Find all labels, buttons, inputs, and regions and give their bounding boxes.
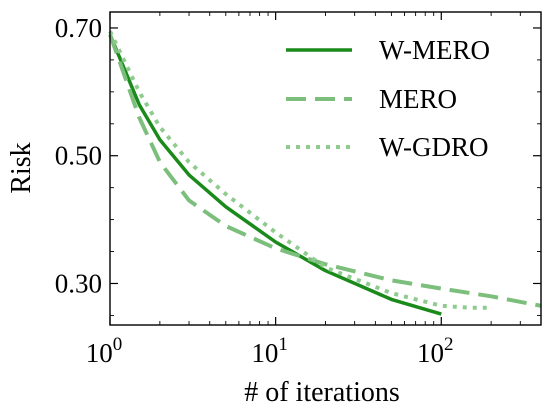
y-tick-label: 0.50 bbox=[55, 141, 102, 171]
plot-frame bbox=[109, 11, 542, 326]
tick-labels: 0.30 0.50 0.70 100 101 102 bbox=[55, 13, 454, 368]
series-layer bbox=[108, 30, 542, 316]
legend-label: W-GDRO bbox=[379, 132, 489, 162]
x-axis-label: # of iterations bbox=[244, 377, 400, 408]
legend-label: MERO bbox=[379, 84, 457, 114]
series-line-mero bbox=[108, 33, 542, 308]
x-tick-label: 102 bbox=[417, 334, 454, 368]
legend-label: W-MERO bbox=[379, 35, 490, 65]
legend: W-MERO MERO W-GDRO bbox=[286, 35, 490, 162]
x-tick-label: 100 bbox=[86, 334, 123, 368]
x-tick-label: 101 bbox=[251, 334, 288, 368]
series-line-w-mero bbox=[108, 33, 442, 316]
y-axis-label: Risk bbox=[6, 142, 37, 193]
y-tick-label: 0.70 bbox=[55, 13, 102, 43]
y-tick-label: 0.30 bbox=[55, 268, 102, 298]
